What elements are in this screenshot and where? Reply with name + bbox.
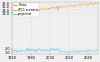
Legend: Tmax, IPCC scenario, projected: Tmax, IPCC scenario, projected [13,3,39,17]
